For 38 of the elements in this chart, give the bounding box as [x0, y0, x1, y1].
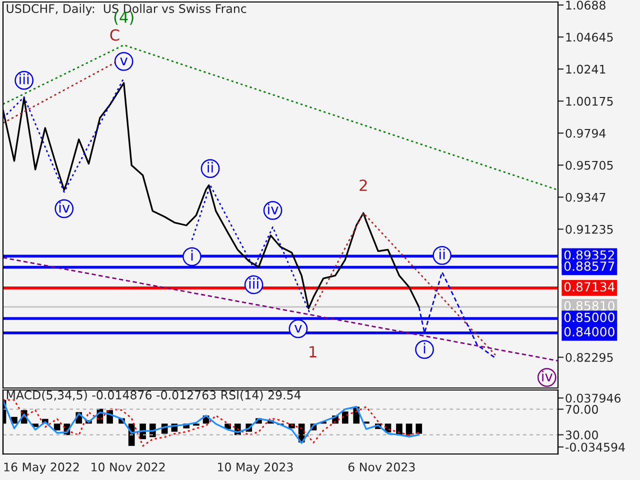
ref-line-label: 0.87134: [564, 282, 615, 292]
y-tick-label: 1.00175: [566, 96, 613, 106]
ref-line-label: 0.89352: [564, 250, 614, 260]
data-label: iii: [249, 278, 258, 289]
y-tick-label: 1.04645: [566, 32, 613, 42]
annotation: 1: [310, 346, 316, 358]
y-tick-label: 70.00: [566, 404, 598, 414]
y-tick-label: 0.82295: [566, 352, 613, 362]
data-label: iv: [59, 202, 70, 212]
data-label: iii: [20, 74, 29, 84]
x-tick-label: 16 May 2022: [4, 462, 79, 474]
ref-line-label: 0.85000: [564, 312, 614, 322]
chart-title: MACD(5,34,5) -0.014876 -0.012763 RSI(14) 29.54: [6, 390, 301, 401]
y2-tick-label: 0.037946: [566, 394, 621, 403]
y-tick-label: 1.0688: [566, 0, 606, 10]
data-label: iv: [542, 370, 553, 382]
annotation: 2: [360, 180, 367, 191]
y-tick-label: 0.9347: [566, 192, 606, 202]
data-label: i: [191, 250, 193, 260]
x-tick-label: 10 Nov 2022: [92, 462, 165, 472]
data-label: v: [294, 324, 302, 333]
ref-line-label: 0.88577: [564, 261, 614, 271]
y-tick-label: 30.00: [566, 430, 598, 440]
x-tick-label: 6 Nov 2023: [348, 462, 415, 472]
y-tick-label: 0.91235: [566, 224, 613, 234]
data-label: ii: [208, 162, 213, 172]
data-label: C: [110, 29, 120, 41]
ref-line-label: 0.84000: [564, 327, 614, 336]
y2-tick-label: -0.034594: [566, 442, 625, 452]
data-label: i: [424, 342, 426, 354]
data-label: v: [120, 58, 128, 66]
y-tick-label: 1.0241: [566, 64, 606, 74]
data-label: ii: [440, 248, 445, 260]
data-label: iv: [268, 204, 278, 214]
x-tick-label: 10 May 2023: [218, 462, 293, 474]
y-tick-label: 0.9794: [566, 128, 606, 138]
y-tick-label: 0.95705: [566, 160, 613, 170]
ref-line-label: 0.85810: [564, 301, 614, 311]
